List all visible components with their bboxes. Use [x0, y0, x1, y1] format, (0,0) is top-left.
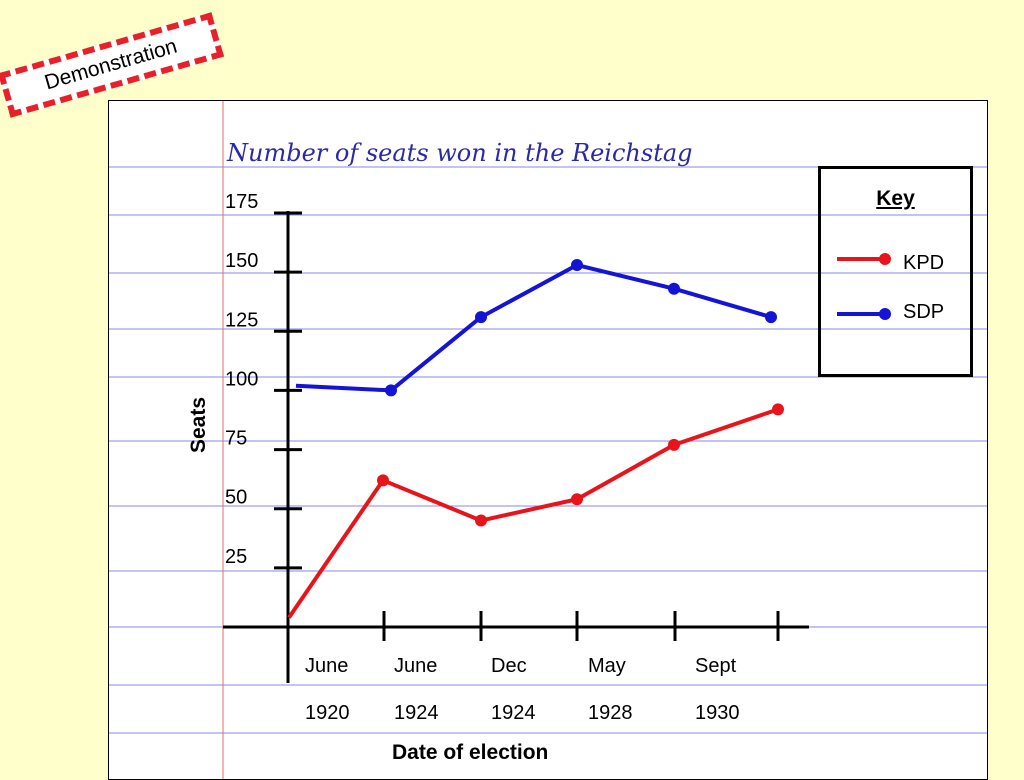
stamp-text: Demonstration	[42, 34, 180, 95]
data-point-kpd	[475, 514, 487, 527]
legend: Key KPD SDP	[818, 166, 973, 377]
data-point-sdp	[765, 311, 777, 324]
y-axis: 25 50 75 100 125 150 175	[225, 191, 302, 683]
y-tick-label: 50	[225, 487, 247, 509]
x-tick-label-month: June	[394, 655, 437, 677]
data-point-kpd	[377, 474, 389, 487]
data-point-kpd	[772, 403, 784, 416]
x-tick-label-month: June	[305, 655, 348, 677]
legend-swatch-kpd	[837, 253, 891, 265]
data-point-sdp	[571, 259, 583, 272]
x-axis-label: Date of election	[392, 741, 548, 764]
x-axis: June 1920 June 1924 Dec 1924 May 1928 Sept 1930	[223, 611, 809, 724]
x-tick-label-year: 1924	[491, 702, 536, 724]
y-tick-label: 175	[225, 191, 258, 213]
legend-dot-sdp	[879, 308, 891, 320]
data-point-kpd	[571, 493, 583, 506]
data-point-sdp	[385, 384, 397, 397]
legend-swatch-sdp	[837, 308, 891, 320]
series-line-sdp	[295, 263, 772, 393]
y-tick-label: 25	[225, 546, 247, 568]
legend-item-sdp: SDP	[837, 300, 967, 324]
y-tick-label: 75	[225, 428, 247, 450]
legend-item-kpd: KPD	[837, 251, 967, 275]
data-point-sdp	[475, 311, 487, 324]
chart-paper: Number of seats won in the Reichstag 25 5…	[108, 100, 988, 780]
legend-label-kpd: KPD	[903, 252, 945, 274]
series-kpd	[287, 403, 784, 619]
chart-title: Number of seats won in the Reichstag	[226, 139, 693, 167]
chart-svg: Number of seats won in the Reichstag 25 5…	[109, 101, 987, 779]
x-tick-label-year: 1930	[695, 702, 740, 724]
x-tick-label-year: 1928	[588, 702, 633, 724]
y-tick-label: 125	[225, 309, 258, 331]
series-layer	[287, 259, 784, 619]
x-tick-label-year: 1924	[394, 702, 439, 724]
data-point-sdp	[668, 282, 680, 295]
x-tick-label-month: Dec	[491, 655, 527, 677]
y-axis-label: Seats	[187, 397, 210, 453]
y-tick-label: 150	[225, 250, 258, 272]
x-tick-label-year: 1920	[305, 702, 350, 724]
legend-title: Key	[876, 187, 915, 210]
y-tick-label: 100	[225, 368, 258, 390]
series-sdp	[295, 259, 777, 397]
x-tick-label-month: May	[588, 655, 626, 677]
series-line-kpd	[287, 407, 779, 619]
legend-label-sdp: SDP	[903, 301, 945, 323]
legend-dot-kpd	[879, 253, 891, 265]
data-point-kpd	[668, 438, 680, 451]
x-tick-label-month: Sept	[695, 655, 737, 677]
